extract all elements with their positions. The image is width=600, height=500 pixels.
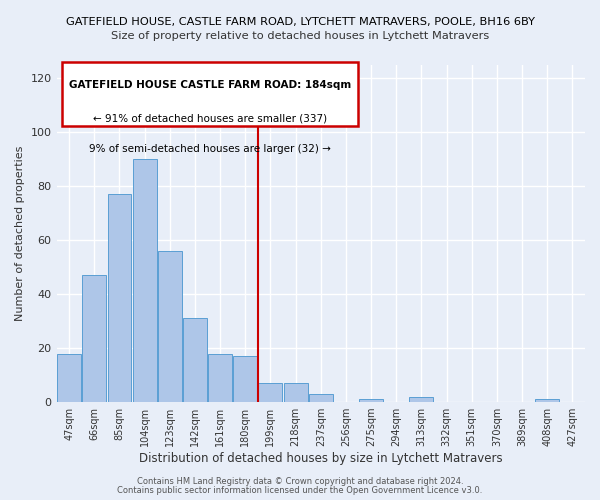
- Text: Contains public sector information licensed under the Open Government Licence v3: Contains public sector information licen…: [118, 486, 482, 495]
- Bar: [259, 383, 283, 402]
- Bar: [208, 354, 232, 402]
- Bar: [535, 400, 559, 402]
- Text: ← 91% of detached houses are smaller (337): ← 91% of detached houses are smaller (33…: [93, 114, 327, 124]
- Bar: [57, 354, 81, 402]
- Bar: [158, 251, 182, 402]
- Bar: [107, 194, 131, 402]
- Y-axis label: Number of detached properties: Number of detached properties: [15, 146, 25, 321]
- Bar: [309, 394, 333, 402]
- Bar: [409, 396, 433, 402]
- FancyBboxPatch shape: [62, 62, 358, 126]
- Bar: [82, 276, 106, 402]
- Text: 9% of semi-detached houses are larger (32) →: 9% of semi-detached houses are larger (3…: [89, 144, 331, 154]
- Text: Contains HM Land Registry data © Crown copyright and database right 2024.: Contains HM Land Registry data © Crown c…: [137, 477, 463, 486]
- Bar: [183, 318, 207, 402]
- Text: Size of property relative to detached houses in Lytchett Matravers: Size of property relative to detached ho…: [111, 31, 489, 41]
- Text: GATEFIELD HOUSE, CASTLE FARM ROAD, LYTCHETT MATRAVERS, POOLE, BH16 6BY: GATEFIELD HOUSE, CASTLE FARM ROAD, LYTCH…: [65, 18, 535, 28]
- Text: GATEFIELD HOUSE CASTLE FARM ROAD: 184sqm: GATEFIELD HOUSE CASTLE FARM ROAD: 184sqm: [68, 80, 351, 90]
- X-axis label: Distribution of detached houses by size in Lytchett Matravers: Distribution of detached houses by size …: [139, 452, 503, 465]
- Bar: [133, 160, 157, 402]
- Bar: [284, 383, 308, 402]
- Bar: [359, 400, 383, 402]
- Bar: [233, 356, 257, 402]
